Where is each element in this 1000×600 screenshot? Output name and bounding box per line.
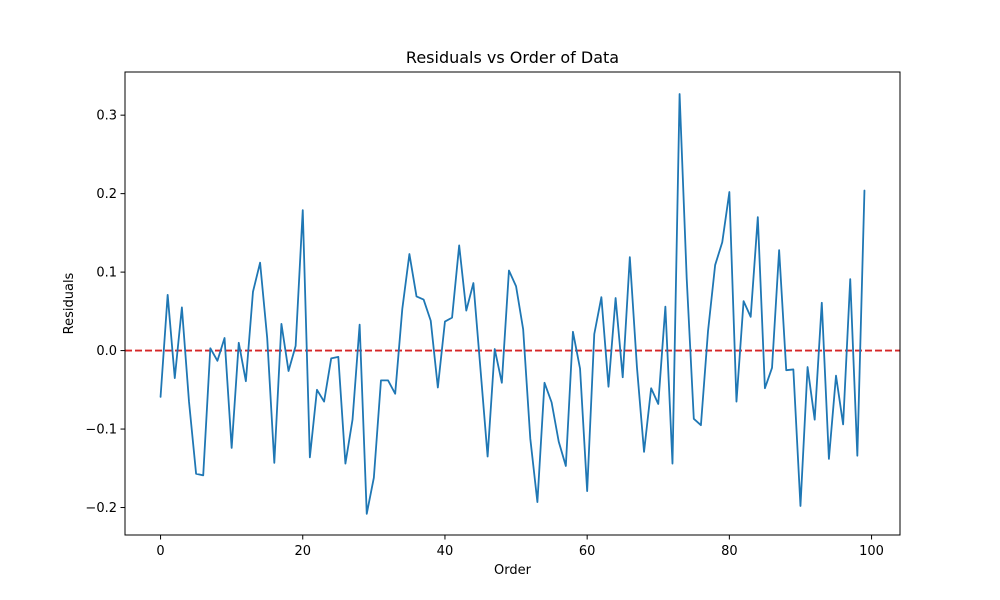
x-axis-label: Order (494, 563, 532, 578)
x-tick-label: 80 (721, 544, 738, 559)
x-tick-label: 100 (859, 544, 884, 559)
y-tick-label: 0.1 (96, 266, 117, 281)
plot-frame (124, 71, 901, 536)
y-axis-label: Residuals (62, 272, 77, 334)
x-tick-label: 20 (294, 544, 311, 559)
plot-area (125, 93, 900, 515)
series-layer (159, 93, 866, 515)
chart-title: Residuals vs Order of Data (406, 48, 619, 67)
y-tick-label: 0.3 (96, 109, 117, 124)
y-tick-label: 0.2 (96, 187, 117, 202)
x-axis-ticks: 0 20 40 60 80 100 (156, 535, 884, 559)
residuals-series-line (159, 93, 866, 515)
y-axis-ticks: −0.2 −0.1 0.0 0.1 0.2 0.3 (85, 109, 125, 516)
y-tick-label: 0.0 (96, 344, 117, 359)
x-tick-label: 60 (579, 544, 596, 559)
x-tick-label: 0 (156, 544, 164, 559)
y-tick-label: −0.2 (85, 501, 117, 516)
y-tick-label: −0.1 (85, 423, 117, 438)
x-tick-label: 40 (437, 544, 454, 559)
